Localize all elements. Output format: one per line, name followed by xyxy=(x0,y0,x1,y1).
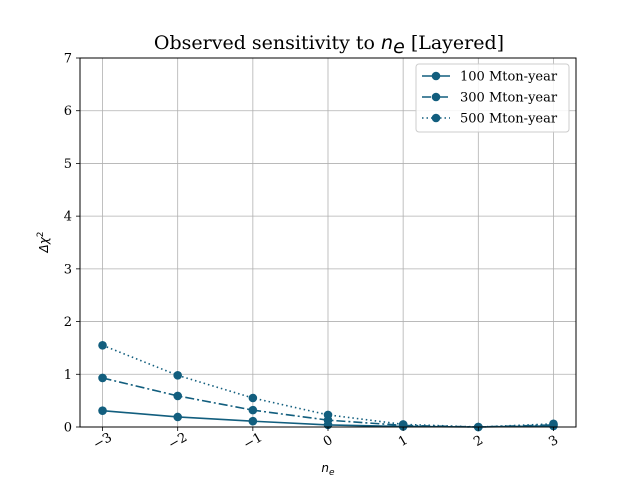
legend-marker xyxy=(431,92,441,102)
legend-label: 300 Mton-year xyxy=(460,91,558,106)
x-axis-label: ne xyxy=(321,461,335,478)
data-point xyxy=(173,391,182,401)
data-point xyxy=(98,373,107,383)
y-tick-label: 5 xyxy=(64,157,72,172)
legend-label: 100 Mton-year xyxy=(460,70,558,85)
x-tick-label: −1 xyxy=(241,430,265,453)
legend-label: 500 Mton-year xyxy=(460,112,558,127)
y-tick-label: 7 xyxy=(64,52,72,67)
data-point xyxy=(549,419,558,429)
x-tick-label: −2 xyxy=(166,430,190,453)
data-point xyxy=(98,406,107,415)
x-tick-label: 3 xyxy=(546,433,561,450)
data-point xyxy=(323,410,333,420)
x-tick-label: 1 xyxy=(396,433,411,450)
y-tick-label: 1 xyxy=(64,368,72,383)
y-tick-label: 2 xyxy=(64,315,72,330)
y-axis-label: Δχ2 xyxy=(36,231,51,253)
y-tick-label: 0 xyxy=(64,421,72,436)
data-point xyxy=(98,340,107,350)
data-point xyxy=(248,416,258,426)
data-point xyxy=(173,412,182,422)
legend-marker xyxy=(431,113,441,123)
legend: 100 Mton-year 300 Mton-year 500 Mton-year xyxy=(415,63,570,133)
x-tick-label: 2 xyxy=(471,433,486,450)
x-tick-label: −3 xyxy=(91,430,115,453)
data-point xyxy=(173,371,182,380)
legend-box xyxy=(415,63,570,133)
y-tick-label: 6 xyxy=(64,104,72,119)
x-tick-label: 0 xyxy=(321,433,336,450)
y-tick-label: 4 xyxy=(64,210,72,225)
y-tick-label: 3 xyxy=(64,262,72,277)
chart-title: Observed sensitivity to ne [Layered] xyxy=(154,32,504,58)
data-point xyxy=(248,405,258,415)
data-point xyxy=(248,393,258,403)
legend-marker xyxy=(431,71,441,81)
